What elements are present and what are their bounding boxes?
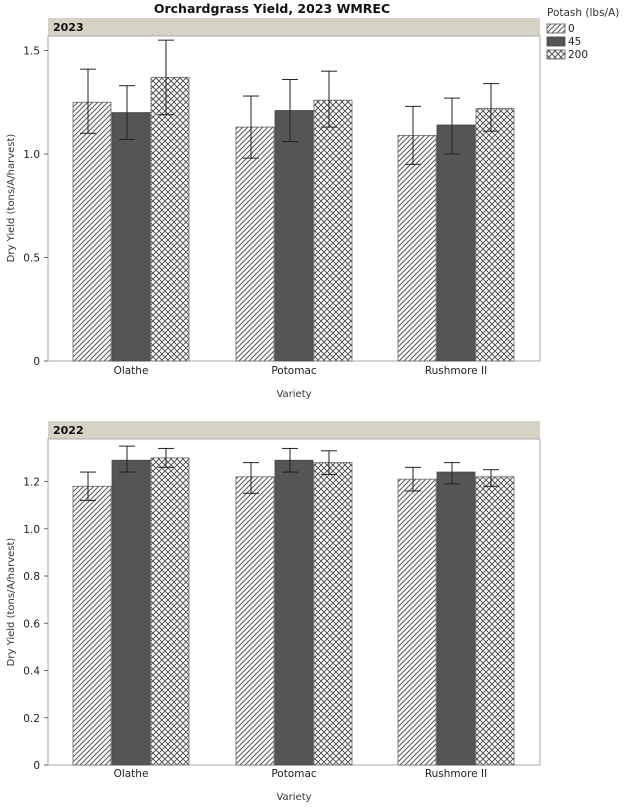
y-axis-label: Dry Yield (tons/A/harvest) — [6, 538, 17, 667]
y-tick-label: 0 — [33, 760, 40, 772]
y-tick-label: 1.0 — [23, 524, 40, 536]
bar-potash-0 — [72, 485, 112, 766]
chart-title: Orchardgrass Yield, 2023 WMREC — [154, 1, 390, 16]
panel-header-2023 — [48, 18, 540, 36]
error-bar — [80, 471, 96, 501]
bar-potash-45 — [436, 471, 476, 766]
error-bar — [321, 450, 337, 475]
legend-label-45: 45 — [568, 36, 581, 48]
y-tick-label: 0 — [33, 356, 40, 368]
error-bar — [483, 83, 499, 132]
error-bar — [243, 462, 259, 494]
error-bar — [243, 95, 259, 159]
bar-potash-200 — [313, 462, 353, 766]
error-bar — [158, 39, 174, 116]
error-bar — [483, 469, 499, 487]
y-tick-label: 1.0 — [23, 149, 40, 161]
bar-potash-45 — [111, 112, 151, 362]
bar-potash-45 — [274, 110, 314, 362]
error-bar — [321, 70, 337, 128]
error-bar — [405, 466, 421, 492]
y-axis-label: Dry Yield (tons/A/harvest) — [6, 134, 17, 263]
y-tick-label: 0.2 — [23, 713, 40, 725]
error-bar — [119, 445, 135, 473]
error-bar — [444, 97, 460, 155]
y-tick-label: 0.5 — [23, 252, 40, 264]
bar-potash-200 — [313, 99, 353, 362]
bar-potash-0 — [397, 478, 437, 766]
error-bar — [405, 105, 421, 165]
x-category-label: Olathe — [114, 768, 149, 780]
error-bar — [158, 447, 174, 468]
bar-potash-45 — [274, 459, 314, 766]
error-bar — [119, 85, 135, 141]
bar-potash-200 — [150, 77, 190, 362]
x-category-label: Rushmore II — [425, 365, 487, 377]
bar-potash-0 — [397, 134, 437, 362]
bar-potash-200 — [150, 457, 190, 766]
legend-swatch-0 — [546, 23, 566, 34]
x-category-label: Olathe — [114, 365, 149, 377]
legend-swatch-200 — [546, 49, 566, 60]
x-category-label: Potomac — [271, 365, 317, 377]
bar-potash-0 — [235, 126, 275, 362]
y-tick-label: 1.2 — [23, 477, 40, 489]
x-category-label: Potomac — [271, 768, 317, 780]
bar-potash-45 — [436, 124, 476, 362]
legend-swatch-45 — [546, 36, 566, 47]
bar-potash-0 — [72, 101, 112, 362]
y-tick-label: 0.6 — [23, 618, 40, 630]
x-category-label: Rushmore II — [425, 768, 487, 780]
legend-title: Potash (lbs/A) — [547, 7, 619, 19]
bar-potash-0 — [235, 476, 275, 766]
y-tick-label: 0.8 — [23, 571, 40, 583]
bar-potash-200 — [475, 476, 515, 766]
legend: Potash (lbs/A) 0 45 200 — [546, 7, 619, 61]
error-bar — [282, 78, 298, 143]
y-tick-label: 1.5 — [23, 45, 40, 57]
bar-potash-45 — [111, 459, 151, 766]
x-axis-label: Variety — [276, 389, 311, 400]
panel-title-2023: 2023 — [53, 21, 84, 34]
panel-header-2022 — [48, 421, 540, 439]
panel-2023: 2023 0 0.5 1.0 1.5 Olathe Potomac Rushmo… — [6, 18, 541, 400]
error-bar — [444, 462, 460, 485]
x-axis-label: Variety — [276, 792, 311, 803]
legend-label-200: 200 — [568, 49, 588, 61]
error-bar — [80, 68, 96, 134]
error-bar — [282, 447, 298, 473]
panel-2022: 2022 0 0.2 0.4 0.6 0.8 1.0 1.2 Olathe Po… — [6, 421, 541, 803]
legend-label-0: 0 — [568, 23, 575, 35]
y-tick-label: 0.4 — [23, 666, 40, 678]
bar-potash-200 — [475, 108, 515, 362]
panel-title-2022: 2022 — [53, 424, 84, 437]
